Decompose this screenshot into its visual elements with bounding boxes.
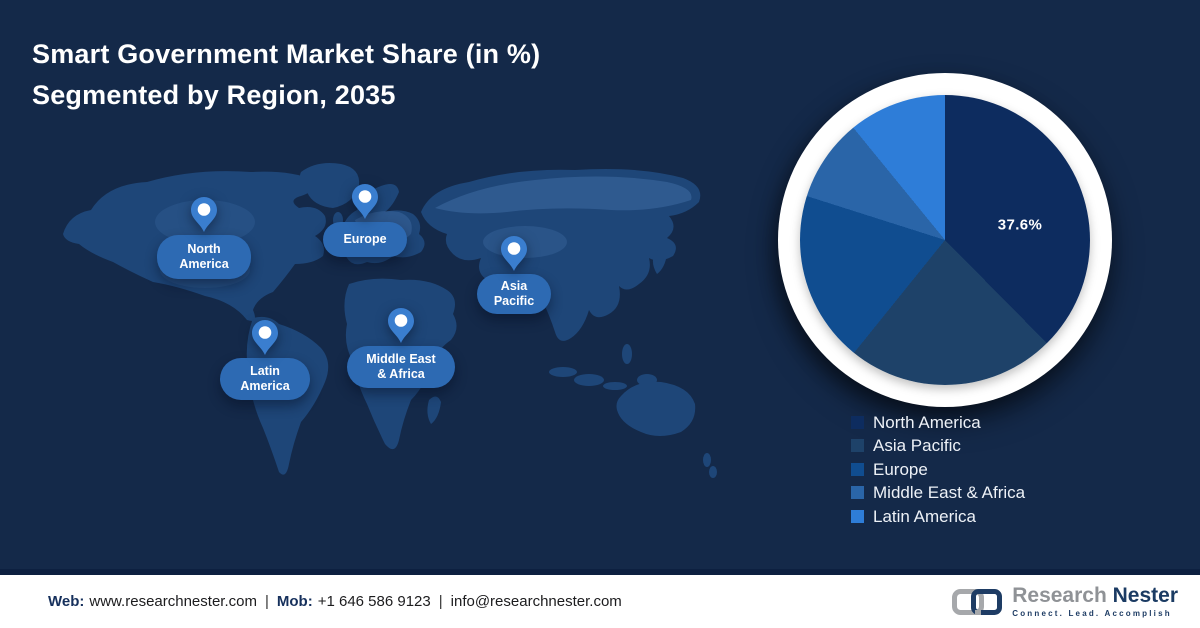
title-line-2: Segmented by Region, 2035: [32, 80, 396, 110]
map-region-label-asia-pacific: Asia Pacific: [477, 274, 551, 314]
pie-data-label: 37.6%: [997, 216, 1043, 234]
shade-russia: [435, 176, 692, 214]
legend-swatch: [851, 462, 864, 476]
island-newzealand-south: [709, 466, 717, 478]
map-pin-north-america: North America: [157, 196, 251, 279]
logo-brand: Research Nester: [1012, 585, 1178, 607]
legend-item-middle-east-africa: Middle East & Africa: [851, 484, 1025, 503]
legend-label: Latin America: [873, 506, 976, 526]
island-madagascar: [427, 396, 441, 424]
logo-text: Research Nester Connect. Lead. Accomplis…: [1012, 585, 1178, 619]
location-pin-icon: [252, 320, 278, 355]
legend-swatch: [851, 439, 864, 453]
separator: |: [264, 593, 269, 610]
map-pin-europe: Europe: [323, 183, 407, 257]
logo-brand-primary: Research: [1012, 584, 1107, 607]
map-pin-middle-east-africa: Middle East & Africa: [347, 307, 455, 388]
legend-label: North America: [873, 412, 981, 432]
continent-asia: [421, 169, 701, 341]
island-philippines: [622, 344, 632, 364]
location-pin-icon: [191, 197, 217, 232]
logo-brand-secondary: Nester: [1112, 584, 1178, 607]
legend-swatch: [851, 509, 864, 523]
pie-chart: [800, 95, 1090, 385]
chart-legend: North America Asia Pacific Europe Middle…: [851, 413, 1025, 531]
legend-label: Asia Pacific: [873, 436, 961, 456]
island-sumatra: [549, 367, 577, 377]
continent-australia: [616, 381, 696, 436]
island-newzealand-north: [703, 453, 711, 467]
map-region-label-europe: Europe: [323, 222, 407, 257]
web-value: www.researchnester.com: [89, 593, 257, 610]
contact-info: Web: www.researchnester.com | Mob: +1 646 58…: [48, 593, 622, 610]
map-region-label-latin-america: Latin America: [220, 358, 310, 400]
legend-item-latin-america: Latin America: [851, 507, 1025, 526]
legend-swatch: [851, 486, 864, 500]
mob-value: +1 646 586 9123: [317, 593, 431, 610]
legend-item-north-america: North America: [851, 413, 1025, 432]
email-value: info@researchnester.com: [450, 593, 622, 610]
legend-label: Middle East & Africa: [873, 483, 1026, 503]
logo-mark-icon: [952, 588, 1003, 615]
continent-greenland: [299, 163, 360, 208]
legend-item-europe: Europe: [851, 460, 1025, 479]
location-pin-icon: [352, 184, 378, 219]
island-java: [603, 382, 627, 390]
mob-label: Mob:: [276, 593, 313, 610]
page-title: Smart Government Market Share (in %) Seg…: [32, 34, 540, 116]
map-pin-latin-america: Latin America: [220, 319, 310, 400]
web-label: Web:: [48, 593, 85, 610]
legend-label: Europe: [873, 459, 928, 479]
footer-divider: [0, 569, 1200, 575]
title-line-1: Smart Government Market Share (in %): [32, 39, 541, 69]
separator: |: [438, 593, 443, 610]
legend-swatch: [851, 415, 864, 429]
island-borneo: [574, 374, 604, 386]
footer-bar: Web: www.researchnester.com | Mob: +1 646 58…: [0, 575, 1200, 628]
island-japan: [652, 249, 667, 274]
map-pin-asia-pacific: Asia Pacific: [477, 235, 551, 314]
legend-item-asia-pacific: Asia Pacific: [851, 437, 1025, 456]
pie-chart-ring: 37.6%: [778, 73, 1112, 407]
map-region-label-middle-east-africa: Middle East & Africa: [347, 346, 455, 388]
logo-tagline: Connect. Lead. Accomplish: [1012, 609, 1172, 618]
location-pin-icon: [388, 308, 414, 343]
researchnester-logo: Research Nester Connect. Lead. Accomplis…: [951, 585, 1178, 618]
map-region-label-north-america: North America: [157, 235, 251, 279]
location-pin-icon: [501, 236, 527, 271]
